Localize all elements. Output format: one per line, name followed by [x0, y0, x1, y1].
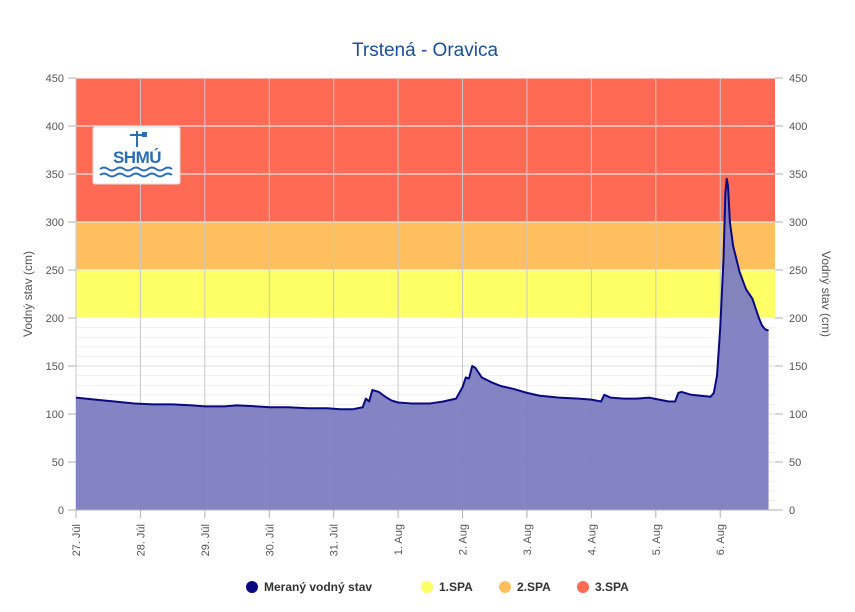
legend-label: 3.SPA [595, 580, 629, 594]
x-tick-label: 2. Aug [458, 524, 470, 555]
band-3 [76, 78, 775, 222]
y-axis-right-title: Vodný stav (cm) [819, 251, 833, 337]
legend-marker [577, 581, 589, 593]
legend-label: Meraný vodný stav [264, 580, 372, 594]
legend-marker [421, 581, 433, 593]
logo-text: SHMÚ [113, 148, 161, 167]
y-tick-label-left: 150 [46, 361, 64, 373]
x-tick-label: 28. Júl [135, 524, 147, 556]
band-2 [76, 222, 775, 270]
y-tick-label-left: 50 [52, 457, 64, 469]
y-axis-left-title: Vodný stav (cm) [21, 251, 35, 337]
band-1 [76, 270, 775, 318]
x-tick-label: 4. Aug [586, 524, 598, 555]
y-tick-label-right: 400 [789, 121, 807, 133]
y-tick-label-left: 0 [58, 505, 64, 517]
y-tick-label-left: 450 [46, 73, 64, 85]
y-tick-label-right: 300 [789, 217, 807, 229]
x-axis-ticks: 27. Júl 28. Júl 29. Júl 30. Júl 31. Júl 1. Au… [71, 510, 727, 556]
y-tick-label-left: 100 [46, 409, 64, 421]
y-tick-label-right: 0 [789, 505, 795, 517]
x-tick-label: 31. Júl [329, 524, 341, 556]
series-area [75, 177, 769, 511]
y-tick-label-right: 250 [789, 265, 807, 277]
y-tick-label-left: 350 [46, 169, 64, 181]
x-tick-label: 30. Júl [264, 524, 276, 556]
x-tick-label: 27. Júl [71, 524, 83, 556]
weather-station-icon [130, 131, 147, 147]
y-axis-right-ticks: 0 50 100 150 200 250 300 350 400 450 [775, 73, 807, 517]
y-tick-label-right: 200 [789, 313, 807, 325]
y-tick-label-left: 200 [46, 313, 64, 325]
legend-marker [246, 581, 258, 593]
legend-marker [499, 581, 511, 593]
series-fill [76, 178, 769, 511]
x-tick-label: 29. Júl [200, 524, 212, 556]
y-tick-label-right: 450 [789, 73, 807, 85]
legend-label: 2.SPA [517, 580, 551, 594]
y-tick-label-right: 150 [789, 361, 807, 373]
x-tick-label: 5. Aug [651, 524, 663, 555]
legend-label: 1.SPA [439, 580, 473, 594]
y-tick-label-right: 100 [789, 409, 807, 421]
waves-icon [99, 166, 173, 178]
y-tick-label-left: 300 [46, 217, 64, 229]
y-tick-label-right: 50 [789, 457, 801, 469]
y-axis-left-ticks: 0 50 100 150 200 250 300 350 400 450 [46, 73, 76, 517]
warning-bands [76, 78, 775, 318]
y-tick-label-right: 350 [789, 169, 807, 181]
y-tick-label-left: 400 [46, 121, 64, 133]
x-tick-label: 1. Aug [393, 524, 405, 555]
chart-title: Trstená - Oravica [352, 40, 498, 61]
x-tick-label: 6. Aug [715, 524, 727, 555]
shmu-logo: SHMÚ [92, 126, 181, 185]
series-line [75, 177, 769, 411]
y-tick-label-left: 250 [46, 265, 64, 277]
x-tick-label: 3. Aug [522, 524, 534, 555]
legend: Meraný vodný stav 1.SPA 2.SPA 3.SPA [246, 580, 629, 594]
